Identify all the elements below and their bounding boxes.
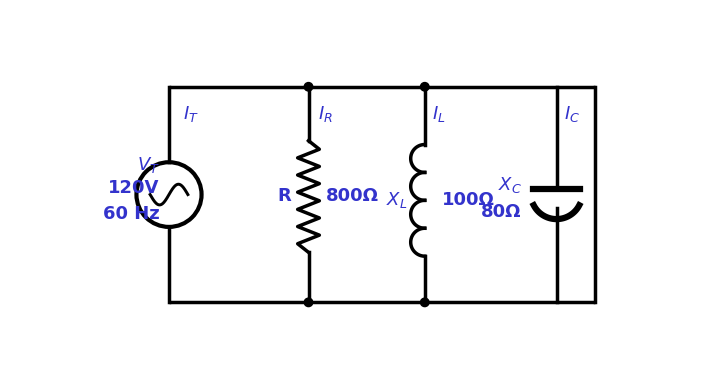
Text: $I_C$: $I_C$: [564, 104, 580, 124]
Text: $X_C$: $X_C$: [498, 175, 522, 195]
Text: 60 Hz: 60 Hz: [103, 205, 160, 223]
Text: 100Ω: 100Ω: [442, 192, 495, 210]
Circle shape: [304, 298, 313, 307]
Text: $I_L$: $I_L$: [433, 104, 446, 124]
Text: $X_L$: $X_L$: [386, 190, 408, 210]
Text: 80Ω: 80Ω: [481, 203, 522, 221]
Text: 120V: 120V: [109, 179, 160, 197]
Text: 800Ω: 800Ω: [325, 188, 379, 206]
Circle shape: [304, 82, 313, 91]
Circle shape: [421, 82, 429, 91]
Text: R: R: [278, 188, 292, 206]
Text: $I_R$: $I_R$: [318, 104, 333, 124]
Text: $V_T$: $V_T$: [137, 155, 160, 175]
Circle shape: [421, 298, 429, 307]
Text: $I_T$: $I_T$: [183, 104, 199, 124]
